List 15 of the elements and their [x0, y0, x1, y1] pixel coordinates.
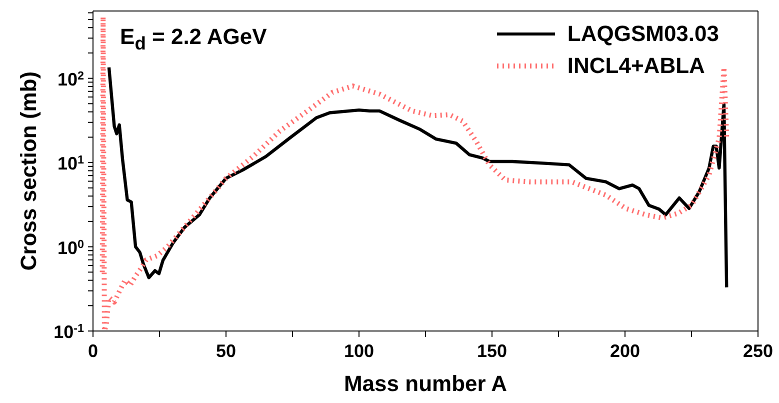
x-tick-label: 50 — [216, 341, 236, 361]
x-axis-title: Mass number A — [344, 371, 508, 396]
x-tick-label: 200 — [610, 341, 640, 361]
x-tick-label: 150 — [476, 341, 508, 361]
y-tick-label: 10$^{0}$ — [57, 237, 84, 258]
legend-label: INCL4+ABLA — [567, 53, 705, 79]
x-tick-label: 100 — [344, 341, 374, 361]
legend-label: LAQGSM03.03 — [567, 21, 719, 47]
annotation: E$_{d}$ = 2.2 AGeV — [120, 24, 267, 54]
x-tick-label: 250 — [742, 341, 774, 361]
y-tick-label: 10$^{-1}$ — [54, 322, 84, 342]
x-tick-label: 0 — [88, 341, 98, 361]
y-tick-label: 10$^{1}$ — [57, 153, 84, 174]
y-tick-label: 10$^{2}$ — [57, 68, 84, 90]
y-axis-title: Cross section (mb) — [16, 71, 41, 271]
